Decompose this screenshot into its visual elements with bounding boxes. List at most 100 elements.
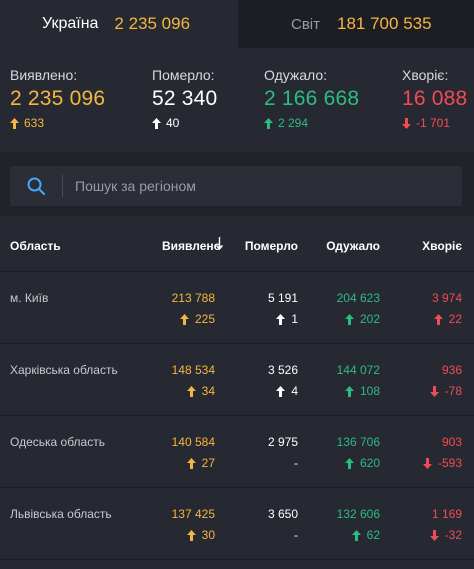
region-name: Львівська область: [10, 507, 112, 521]
table-row[interactable]: Львівська область 137 425 30 3 650 - 132…: [0, 488, 474, 560]
summary-stats: Виявлено: 2 235 096 633 Померло: 52 340 …: [0, 48, 474, 152]
arrow-up-icon: [10, 117, 19, 129]
search-icon[interactable]: [10, 177, 62, 195]
stat-died-value: 52 340: [152, 87, 218, 110]
sick-value: 3 974: [431, 291, 462, 305]
stat-recovered-delta: 2 294: [264, 116, 359, 130]
detected-value: 137 425: [171, 507, 215, 521]
search-box[interactable]: [10, 166, 462, 206]
died-cell: 3 526 4: [268, 363, 298, 398]
recovered-value: 144 072: [336, 363, 380, 377]
arrow-up-icon: [179, 313, 189, 325]
recovered-delta: 62: [366, 528, 380, 542]
detected-delta: 225: [194, 312, 215, 326]
sick-value: 1 169: [431, 507, 462, 521]
header-region[interactable]: Область: [10, 239, 61, 253]
header-detected[interactable]: Виявлено: [162, 239, 221, 253]
table-header: Область Виявлено Померло Одужало Хворіє: [0, 216, 474, 272]
country-tabs: Україна 2 235 096 Світ 181 700 535: [0, 0, 474, 48]
arrow-up-icon: [276, 313, 286, 325]
stat-detected-delta-value: 633: [24, 116, 45, 130]
table-row[interactable]: м. Київ 213 788 225 5 191 1 204 623 202 …: [0, 272, 474, 344]
arrow-up-icon: [186, 529, 196, 541]
sick-value: 936: [441, 363, 462, 377]
stat-died-delta: 40: [152, 116, 217, 130]
sick-delta: -78: [444, 384, 462, 398]
stat-recovered-delta-value: 2 294: [278, 116, 309, 130]
stat-recovered-label: Одужало:: [264, 67, 328, 83]
detected-delta: 34: [201, 384, 215, 398]
arrow-up-icon: [344, 457, 354, 469]
regions-table: Область Виявлено Померло Одужало Хворіє …: [0, 216, 474, 560]
arrow-up-icon: [344, 385, 354, 397]
search-bar-container: [0, 152, 474, 216]
table-row[interactable]: Одеська область 140 584 27 2 975 - 136 7…: [0, 416, 474, 488]
stat-recovered-value: 2 166 668: [264, 87, 360, 110]
sort-down-icon[interactable]: [215, 237, 224, 255]
died-delta: -: [294, 456, 298, 470]
stat-sick-delta: -1 701: [402, 116, 467, 130]
detected-cell: 140 584 27: [172, 435, 215, 470]
table-row[interactable]: Харківська область 148 534 34 3 526 4 14…: [0, 344, 474, 416]
stat-recovered: Одужало: 2 166 668 2 294: [264, 67, 359, 130]
sick-cell: 1 169 -32: [429, 507, 462, 542]
arrow-down-icon: [402, 117, 411, 129]
header-sick[interactable]: Хворіє: [422, 239, 462, 253]
recovered-delta: 202: [359, 312, 380, 326]
stat-detected-label: Виявлено:: [10, 67, 78, 83]
died-cell: 5 191 1: [268, 291, 298, 326]
arrow-up-icon: [186, 385, 196, 397]
recovered-cell: 144 072 108: [337, 363, 380, 398]
region-name: Одеська область: [10, 435, 105, 449]
arrow-up-icon: [433, 313, 443, 325]
stat-sick: Хворіє: 16 088 -1 701: [402, 67, 467, 130]
tab-world[interactable]: Світ 181 700 535: [238, 0, 474, 48]
arrow-up-icon: [351, 529, 361, 541]
stat-died-label: Померло:: [152, 67, 215, 83]
sick-cell: 3 974 22: [432, 291, 462, 326]
died-value: 3 526: [267, 363, 298, 377]
arrow-down-icon: [422, 457, 432, 469]
recovered-delta: 108: [359, 384, 380, 398]
recovered-value: 132 606: [336, 507, 380, 521]
sick-cell: 936 -78: [429, 363, 462, 398]
search-divider: [62, 175, 63, 197]
header-detected-label: Виявлено: [162, 239, 221, 253]
tab-ukraine-value: 2 235 096: [114, 14, 191, 33]
recovered-cell: 132 606 62: [337, 507, 380, 542]
died-delta: -: [294, 528, 298, 542]
detected-value: 213 788: [171, 291, 215, 305]
recovered-cell: 136 706 620: [337, 435, 380, 470]
arrow-up-icon: [186, 457, 196, 469]
recovered-value: 204 623: [336, 291, 380, 305]
sick-delta: -593: [437, 456, 462, 470]
region-search-input[interactable]: [63, 178, 462, 194]
sick-value: 903: [441, 435, 462, 449]
detected-value: 140 584: [171, 435, 215, 449]
stat-detected-value: 2 235 096: [10, 87, 106, 110]
detected-cell: 213 788 225: [172, 291, 215, 326]
stat-detected: Виявлено: 2 235 096 633: [10, 67, 105, 130]
stat-detected-delta: 633: [10, 116, 105, 130]
header-died[interactable]: Померло: [244, 239, 298, 253]
detected-cell: 148 534 34: [172, 363, 215, 398]
died-cell: 2 975 -: [268, 435, 298, 470]
died-delta: 4: [291, 384, 298, 398]
stat-sick-value: 16 088: [402, 87, 468, 110]
detected-delta: 30: [201, 528, 215, 542]
tab-ukraine[interactable]: Україна 2 235 096: [0, 0, 238, 48]
arrow-down-icon: [429, 385, 439, 397]
sick-delta: 22: [448, 312, 462, 326]
stat-died: Померло: 52 340 40: [152, 67, 217, 130]
died-value: 5 191: [267, 291, 298, 305]
detected-value: 148 534: [171, 363, 215, 377]
died-cell: 3 650 -: [268, 507, 298, 542]
died-delta: 1: [291, 312, 298, 326]
arrow-up-icon: [264, 117, 273, 129]
arrow-up-icon: [344, 313, 354, 325]
arrow-up-icon: [276, 385, 286, 397]
died-value: 2 975: [267, 435, 298, 449]
sick-cell: 903 -593: [422, 435, 462, 470]
recovered-delta: 620: [359, 456, 380, 470]
header-recovered[interactable]: Одужало: [326, 239, 380, 253]
